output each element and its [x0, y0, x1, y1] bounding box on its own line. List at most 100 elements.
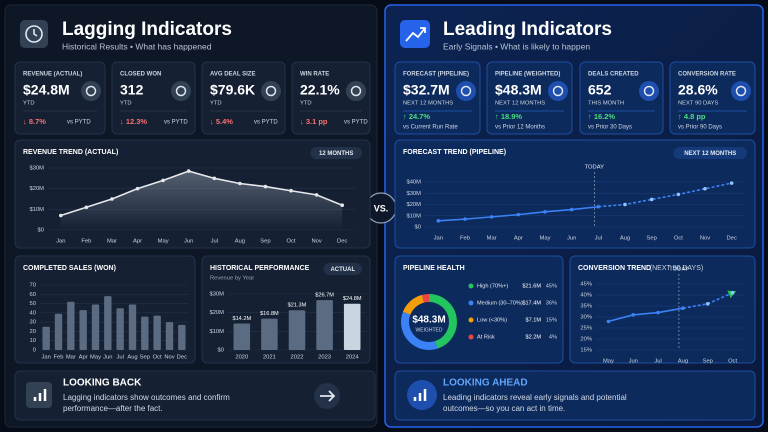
- kpi-value: 22.1%: [300, 82, 340, 98]
- x-tick-label: 2024: [346, 355, 360, 361]
- kpi-value: $32.7M: [403, 82, 450, 98]
- kpi-label: WIN RATE: [300, 72, 329, 78]
- point: [110, 197, 114, 201]
- legend-label: High (70%+): [477, 283, 508, 289]
- x-tick-label: May: [603, 359, 614, 365]
- point: [340, 203, 345, 207]
- chart-title: REVENUE TREND (ACTUAL): [23, 149, 118, 156]
- x-tick-label: Jul: [211, 239, 218, 245]
- point: [84, 205, 89, 210]
- y-tick-label: $0: [38, 228, 44, 234]
- footer-glyph: [33, 389, 47, 401]
- point: [463, 217, 467, 221]
- x-tick-label: Oct: [674, 236, 683, 242]
- footer-text: Lagging indicators show outcomes and con…: [63, 393, 230, 402]
- x-tick-label: Apr: [133, 239, 142, 245]
- point: [631, 313, 636, 317]
- x-tick-label: Mar: [487, 236, 497, 242]
- point: [569, 207, 574, 212]
- kpi-delta: ↑ 4.8 pp: [678, 112, 706, 121]
- point: [212, 176, 217, 181]
- point: [623, 202, 627, 207]
- card: [394, 61, 481, 135]
- y-tick-label: 70: [30, 283, 36, 289]
- kpi-value: 652: [588, 82, 612, 98]
- card: [394, 255, 564, 364]
- legend-amount: $7.1M: [525, 317, 541, 323]
- x-tick-label: Oct: [728, 359, 737, 365]
- kpi-period: NEXT 90 DAYS: [678, 101, 719, 107]
- panel-title: Lagging Indicators: [62, 19, 232, 40]
- kpi-delta: ↑ 16.2%: [588, 112, 615, 121]
- x-tick-label: Dec: [727, 236, 737, 242]
- x-tick-label: Sep: [703, 359, 713, 365]
- chart-title: HISTORICAL PERFORMANCE: [210, 265, 310, 272]
- kpi-icon: [548, 81, 568, 101]
- clock-face: [25, 25, 43, 43]
- card: [394, 139, 756, 249]
- bar: [233, 323, 251, 350]
- x-tick-label: Sep: [140, 355, 150, 361]
- donut-segment: [402, 294, 425, 315]
- y-tick-label: 35%: [580, 304, 592, 310]
- y-tick-label: $0: [218, 348, 224, 354]
- kpi-delta: ↓ 8.7%: [23, 117, 46, 126]
- kpi-label: PIPELINE (WEIGHTED): [495, 72, 560, 78]
- kpi-period: YTD: [300, 101, 312, 107]
- kpi-value: $48.3M: [495, 82, 542, 98]
- point: [135, 186, 140, 191]
- donut-center-value: $48.3M: [412, 315, 445, 326]
- point: [58, 213, 63, 218]
- x-tick-label: 2020: [235, 355, 248, 361]
- kpi-icon-glyph: [85, 85, 97, 97]
- kpi-icon: [346, 81, 366, 101]
- legend-amount: $21.6M: [522, 283, 541, 289]
- bar: [128, 304, 137, 350]
- kpi-icon: [261, 81, 281, 101]
- x-tick-label: Feb: [81, 239, 91, 245]
- point: [606, 319, 611, 324]
- donut-segment: [428, 294, 457, 349]
- chart-subtitle: Revenue by Year: [210, 276, 254, 282]
- x-tick-label: Jul: [654, 359, 661, 365]
- donut-center-label: WEIGHTED: [416, 327, 443, 333]
- x-tick-label: Jan: [434, 236, 443, 242]
- bar: [288, 310, 306, 350]
- bar: [91, 304, 100, 350]
- footer-text: performance—after the fact.: [63, 404, 163, 413]
- chart-subtitle: (NEXT 90 DAYS): [650, 265, 703, 272]
- footer-title: LOOKING BACK: [63, 378, 142, 389]
- kpi-period: THIS MONTH: [588, 101, 624, 107]
- x-tick-label: Mar: [107, 239, 117, 245]
- card: [291, 61, 371, 135]
- line: [608, 307, 684, 323]
- y-tick-label: 0: [33, 348, 36, 354]
- legend-amount: $2.2M: [525, 334, 541, 340]
- y-tick-label: $20M: [29, 186, 44, 192]
- kpi-icon-glyph: [460, 85, 472, 97]
- kpi-compare: vs Prior 90 Days: [678, 125, 722, 131]
- bar: [153, 315, 161, 350]
- y-tick-label: 10: [30, 338, 36, 344]
- y-tick-label: 45%: [580, 282, 592, 288]
- y-tick-label: 30: [30, 320, 36, 326]
- legend-swatch: [468, 317, 474, 323]
- kpi-label: DEALS CREATED: [588, 72, 639, 78]
- y-tick-label: 50: [30, 301, 36, 307]
- badge-text: ACTUAL: [330, 267, 355, 273]
- x-tick-label: Apr: [79, 355, 88, 361]
- card: [669, 61, 756, 135]
- footer-text: Leading indicators reveal early signals …: [443, 393, 627, 402]
- x-tick-label: May: [158, 239, 169, 245]
- kpi-label: CLOSED WON: [120, 72, 161, 78]
- kpi-value: 312: [120, 82, 144, 98]
- kpi-icon: [171, 81, 191, 101]
- x-tick-label: Feb: [460, 236, 470, 242]
- chart-title: CONVERSION TREND: [578, 265, 651, 272]
- x-tick-label: 2021: [263, 355, 276, 361]
- y-tick-label: $0: [415, 225, 421, 231]
- value-label: $14.2M: [232, 316, 251, 322]
- kpi-value: $24.8M: [23, 82, 70, 98]
- point: [649, 197, 654, 202]
- x-tick-label: Aug: [678, 359, 688, 365]
